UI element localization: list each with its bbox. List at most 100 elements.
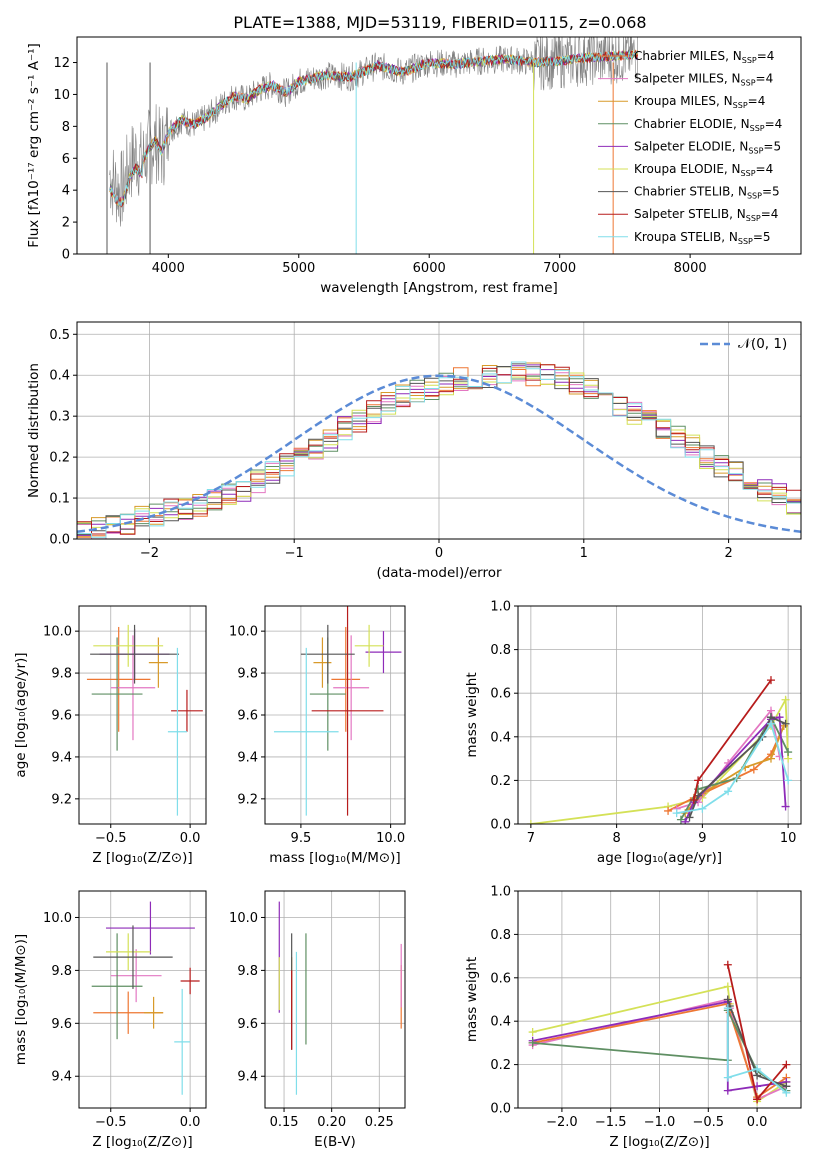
- panel-mass_vs_ebv: 0.15 0.20 0.25 9.4 9.6 9.8 10.0 E(B-V): [229, 890, 406, 1150]
- x-tick-label: 0.0: [180, 1115, 201, 1130]
- x-tick-label: 6000: [413, 261, 446, 276]
- plot-area-spectrum: [106, 37, 639, 254]
- y-tick-label: 9.4: [237, 750, 258, 765]
- y-tick-label: 10.0: [229, 911, 258, 926]
- panel-spectrum: 4000 5000 6000 7000 8000 0 2 4 6 8 10 12 wavelength …: [26, 36, 802, 296]
- x-tick-label: 10: [780, 831, 797, 846]
- x-tick-label: −2.0: [546, 1115, 578, 1130]
- weight-line: [680, 715, 789, 821]
- weight-marker: [723, 995, 732, 1004]
- y-tick-label: 9.2: [237, 792, 258, 807]
- weight-marker: [784, 776, 793, 785]
- legend-label: 𝒩(0, 1): [738, 336, 787, 352]
- y-tick-label: 10.0: [229, 625, 258, 640]
- weight-marker: [672, 809, 681, 818]
- x-tick-label: 0.25: [365, 1115, 394, 1130]
- y-tick-label: 0.1: [49, 492, 70, 507]
- y-tick-label: 0.4: [490, 730, 511, 745]
- y-tick-label: 9.4: [237, 1070, 258, 1085]
- y-tick-label: 0.6: [490, 971, 511, 986]
- y-tick-label: 0.8: [490, 928, 511, 943]
- x-tick-label: −0.5: [95, 831, 127, 846]
- weight-marker: [766, 719, 775, 728]
- legend-label: Kroupa MILES, NSSP=4: [634, 94, 765, 110]
- gaussian-curve: [77, 374, 801, 534]
- y-tick-label: 1.0: [490, 885, 511, 900]
- y-axis-label: mass [log₁₀(M/M⊙)]: [13, 934, 29, 1065]
- plot-area-residual_hist: [77, 361, 801, 539]
- y-tick-label: 8: [62, 120, 70, 135]
- y-tick-label: 10: [53, 88, 70, 103]
- panel-residual_hist: −2 −1 0 1 2 0.0 0.1 0.2 0.3 0.4 0.5 (data-model)/er…: [26, 321, 802, 581]
- x-tick-label: 0: [435, 546, 443, 561]
- x-tick-label: 2: [724, 546, 732, 561]
- y-axis-label: age [log₁₀(age/yr)]: [13, 652, 29, 777]
- y-tick-label: 9.6: [51, 709, 72, 724]
- legend-label: Chabrier MILES, NSSP=4: [634, 49, 774, 65]
- histogram-step: [77, 366, 801, 525]
- x-tick-label: −0.5: [95, 1115, 127, 1130]
- y-axis-label: Flux [fλ10⁻¹⁷ erg cm⁻² s⁻¹ A⁻¹]: [26, 43, 42, 248]
- spectrum-model-line: [109, 50, 639, 207]
- weight-line: [726, 1008, 787, 1094]
- plot-area-age_vs_mass: [273, 606, 402, 816]
- y-tick-label: 9.8: [237, 964, 258, 979]
- y-tick-label: 0.2: [490, 774, 511, 789]
- weight-line: [530, 696, 789, 824]
- weight-marker: [781, 802, 790, 811]
- y-tick-label: 9.2: [51, 792, 72, 807]
- y-tick-label: 9.6: [237, 1017, 258, 1032]
- weight-marker: [664, 806, 673, 815]
- x-tick-label: 0.20: [317, 1115, 346, 1130]
- y-tick-label: 0.4: [490, 1015, 511, 1030]
- weight-marker: [723, 1004, 732, 1013]
- x-axis-label: Z [log₁₀(Z/Z⊙)]: [609, 1134, 709, 1150]
- weight-marker: [723, 1073, 732, 1082]
- x-axis-label: age [log₁₀(age/yr)]: [597, 850, 722, 866]
- plot-area-weight_vs_Z: [528, 960, 791, 1106]
- y-tick-label: 0: [62, 248, 70, 263]
- spectrum-model-line: [109, 50, 639, 207]
- panel-weight_vs_Z: −2.0 −1.5 −1.0 −0.5 0.0 0.0 0.2 0.4 0.6 0.8 1.0 Z […: [464, 885, 802, 1150]
- y-tick-label: 0.8: [490, 643, 511, 658]
- y-tick-label: 1.0: [490, 600, 511, 615]
- x-axis-label: Z [log₁₀(Z/Z⊙)]: [92, 850, 192, 866]
- y-axis-label: Normed distribution: [26, 363, 42, 498]
- weight-marker: [526, 820, 535, 824]
- x-tick-label: 0.15: [270, 1115, 299, 1130]
- panel-mass_vs_Z: −0.5 0.0 9.4 9.6 9.8 10.0 Z [log₁₀(Z/Z⊙)] mass …: [13, 890, 207, 1150]
- x-tick-label: 0.0: [180, 831, 201, 846]
- axes-frame: [517, 890, 802, 1109]
- x-tick-label: 9.5: [291, 831, 312, 846]
- weight-line: [688, 716, 786, 818]
- x-tick-label: 8000: [674, 261, 707, 276]
- x-tick-label: 0.0: [747, 1115, 768, 1130]
- weight-marker: [724, 787, 733, 796]
- weight-marker: [676, 815, 685, 824]
- weight-marker: [528, 1028, 537, 1037]
- weight-marker: [781, 695, 790, 704]
- x-axis-label: (data-model)/error: [376, 565, 502, 581]
- axes-frame: [78, 890, 207, 1109]
- y-tick-label: 9.6: [237, 709, 258, 724]
- x-tick-label: −0.5: [693, 1115, 725, 1130]
- panels: 4000 5000 6000 7000 8000024681012wavelength …: [13, 36, 802, 1150]
- legend-label: Chabrier ELODIE, NSSP=4: [634, 117, 782, 133]
- y-tick-label: 2: [62, 216, 70, 231]
- x-tick-label: −1: [285, 546, 304, 561]
- weight-marker: [681, 817, 690, 824]
- weight-marker: [784, 748, 793, 757]
- axes-frame: [517, 605, 802, 825]
- y-axis-label: mass weight: [464, 672, 480, 757]
- y-tick-label: 0.2: [49, 451, 70, 466]
- weight-marker: [723, 1086, 732, 1095]
- x-tick-label: −2: [140, 546, 159, 561]
- weight-marker: [782, 1088, 791, 1097]
- y-tick-label: 0.6: [490, 687, 511, 702]
- x-axis-label: wavelength [Angstrom, rest frame]: [320, 280, 558, 296]
- legend-label: Kroupa STELIB, NSSP=5: [634, 230, 771, 246]
- x-tick-label: 7: [527, 831, 535, 846]
- x-tick-label: 8: [612, 831, 620, 846]
- x-axis-label: mass [log₁₀(M/M⊙)]: [269, 850, 400, 866]
- legend-label: Salpeter MILES, NSSP=4: [634, 72, 773, 88]
